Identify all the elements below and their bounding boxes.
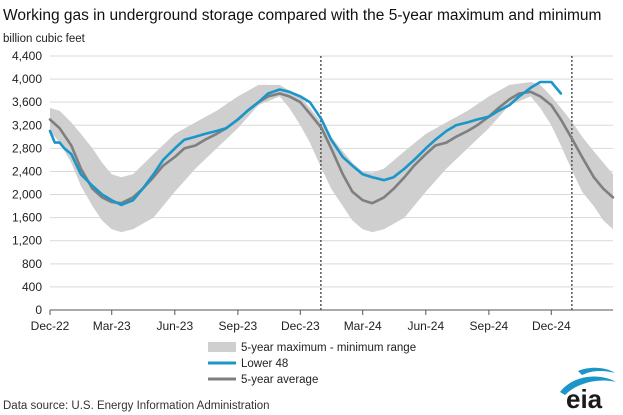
y-tick-label: 1,200 [12, 234, 42, 248]
x-tick-label: Mar-24 [344, 319, 382, 333]
unit-label: billion cubic feet [3, 33, 86, 45]
range-band-area [50, 82, 613, 233]
series-lines [48, 80, 615, 207]
series-line-lower48 [48, 80, 563, 207]
chart-title: Working gas in underground storage compa… [3, 7, 601, 24]
y-axis: 4,400 4,000 3,600 3,200 2,800 2,400 2,000 1,600… [12, 49, 42, 317]
x-tick-label: Jun-24 [407, 319, 444, 333]
eia-logo-text: eia [566, 384, 603, 414]
x-tick-label: Sep-23 [219, 319, 258, 333]
eia-logo: eia [560, 367, 616, 414]
legend-label-lower48: Lower 48 [241, 358, 288, 370]
y-tick-label: 2,000 [12, 188, 42, 202]
legend-label-average: 5-year average [241, 374, 318, 386]
y-tick-label: 2,400 [12, 164, 42, 178]
y-tick-label: 4,000 [12, 72, 42, 86]
data-source: Data source: U.S. Energy Information Adm… [3, 400, 270, 412]
x-tick-label: Dec-22 [31, 319, 70, 333]
y-tick-label: 800 [22, 257, 42, 271]
x-tick-label: Mar-23 [93, 319, 131, 333]
x-tick-label: Dec-23 [281, 319, 320, 333]
x-tick-label: Sep-24 [470, 319, 509, 333]
range-band [50, 82, 613, 233]
legend: 5-year maximum - minimum range Lower 48 … [208, 342, 416, 386]
y-tick-label: 3,200 [12, 118, 42, 132]
y-tick-label: 1,600 [12, 211, 42, 225]
x-axis: Dec-22 Mar-23 Jun-23 Sep-23 Dec-23 Mar-24 Jun-… [31, 309, 613, 333]
y-tick-label: 3,600 [12, 95, 42, 109]
y-tick-label: 2,800 [12, 141, 42, 155]
y-tick-label: 4,400 [12, 49, 42, 63]
x-tick-label: Dec-24 [532, 319, 571, 333]
y-tick-label: 0 [35, 303, 42, 317]
legend-label-range: 5-year maximum - minimum range [241, 342, 416, 354]
x-tick-label: Jun-23 [156, 319, 193, 333]
y-tick-label: 400 [22, 280, 42, 294]
legend-swatch-range [208, 342, 236, 352]
